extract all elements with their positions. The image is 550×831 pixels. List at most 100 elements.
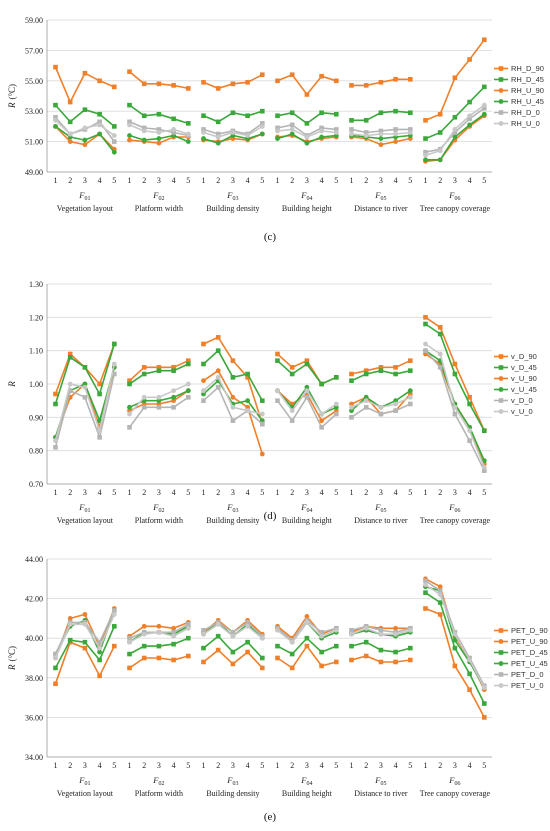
data-point xyxy=(53,124,58,129)
data-point xyxy=(333,401,339,407)
data-point xyxy=(97,78,102,84)
data-point xyxy=(452,371,458,377)
legend: RH_D_90 RH_D_45 RH_U_90 RH_U_45 RH_D_0 RH_U_0 xyxy=(494,64,544,128)
data-point xyxy=(408,401,413,407)
data-point xyxy=(112,371,117,377)
data-point xyxy=(141,371,147,377)
data-point xyxy=(452,127,458,132)
data-point xyxy=(393,659,398,665)
data-point xyxy=(82,70,88,76)
data-point xyxy=(437,111,443,117)
data-point xyxy=(452,361,458,367)
factor-name: Vegetation layout xyxy=(57,516,114,525)
data-point xyxy=(97,119,102,125)
data-point xyxy=(378,368,384,373)
data-point xyxy=(53,651,58,657)
data-point xyxy=(201,136,206,141)
data-point xyxy=(141,128,147,134)
data-point xyxy=(363,83,369,88)
data-point xyxy=(171,629,176,635)
x-tick-label: 5 xyxy=(334,176,338,185)
data-point xyxy=(186,361,191,367)
data-point xyxy=(230,633,236,639)
factor-name: Vegetation layout xyxy=(57,204,114,213)
data-point xyxy=(141,643,147,649)
factor-subscript: 02 xyxy=(159,196,165,202)
data-point xyxy=(304,134,310,140)
data-point xyxy=(349,378,354,383)
x-tick-label: 5 xyxy=(112,176,116,185)
series-line xyxy=(202,379,263,422)
data-point xyxy=(260,655,265,661)
x-tick-label: 4 xyxy=(246,488,250,497)
data-point xyxy=(437,588,443,593)
data-point xyxy=(481,458,487,464)
data-point xyxy=(423,341,428,347)
data-point xyxy=(289,110,295,116)
data-point xyxy=(171,388,177,394)
data-point xyxy=(245,113,250,119)
data-point xyxy=(407,627,413,633)
data-point xyxy=(141,81,147,87)
legend-item: RH_D_45 xyxy=(494,75,544,84)
x-tick-label: 4 xyxy=(394,761,398,770)
data-point xyxy=(201,398,206,403)
data-point xyxy=(53,117,58,123)
data-point xyxy=(171,394,177,400)
data-point xyxy=(408,368,413,373)
data-point xyxy=(111,612,117,617)
data-point xyxy=(171,368,176,373)
data-point xyxy=(156,130,162,135)
data-point xyxy=(186,622,191,627)
data-point xyxy=(67,621,73,627)
y-tick-label: 51.00 xyxy=(25,138,43,147)
data-point xyxy=(393,108,398,114)
legend-label: v_U_90 xyxy=(511,374,537,383)
series-rh-d-90 xyxy=(53,37,487,123)
data-point xyxy=(319,649,324,655)
data-point xyxy=(423,152,428,158)
legend-label: RH_U_0 xyxy=(511,119,540,128)
factor-subscript: 04 xyxy=(307,508,313,514)
factor-subscript: 06 xyxy=(455,196,461,202)
legend-item: PET_D_90 xyxy=(494,626,548,635)
data-point xyxy=(408,657,413,663)
x-tick-label: 1 xyxy=(54,176,58,185)
data-point xyxy=(407,388,413,394)
data-point xyxy=(319,663,324,669)
factor-subscript: 04 xyxy=(307,196,313,202)
factor-letter: F xyxy=(448,190,455,200)
data-point xyxy=(349,631,354,637)
data-point xyxy=(275,125,280,131)
data-point xyxy=(215,621,221,627)
x-tick-label: 2 xyxy=(142,761,146,770)
data-point xyxy=(319,134,324,140)
legend-marker xyxy=(498,683,504,688)
data-point xyxy=(349,404,354,410)
factor-symbol: F06 xyxy=(448,502,460,514)
data-point xyxy=(260,108,265,114)
x-tick-label: 2 xyxy=(142,176,146,185)
legend-item: PET_U_0 xyxy=(494,681,544,690)
data-point xyxy=(112,124,117,129)
x-tick-label: 3 xyxy=(305,488,309,497)
factor-symbol: F05 xyxy=(374,502,386,514)
data-point xyxy=(53,401,58,407)
legend-item: RH_U_90 xyxy=(494,86,544,95)
data-point xyxy=(201,631,206,637)
data-point xyxy=(437,612,443,617)
legend-marker xyxy=(498,409,504,414)
data-point xyxy=(230,375,236,380)
data-point xyxy=(423,118,428,123)
factor-symbol: F01 xyxy=(78,502,90,514)
x-tick-label: 2 xyxy=(68,488,72,497)
x-tick-label: 3 xyxy=(379,176,383,185)
legend-label: RH_U_45 xyxy=(511,97,544,106)
data-point xyxy=(408,110,413,116)
legend-marker xyxy=(498,672,504,677)
data-point xyxy=(334,111,339,117)
data-point xyxy=(349,127,354,132)
data-point xyxy=(423,136,428,141)
y-axis-label: R (°C) xyxy=(7,646,17,671)
y-tick-label: 0.80 xyxy=(29,447,43,456)
